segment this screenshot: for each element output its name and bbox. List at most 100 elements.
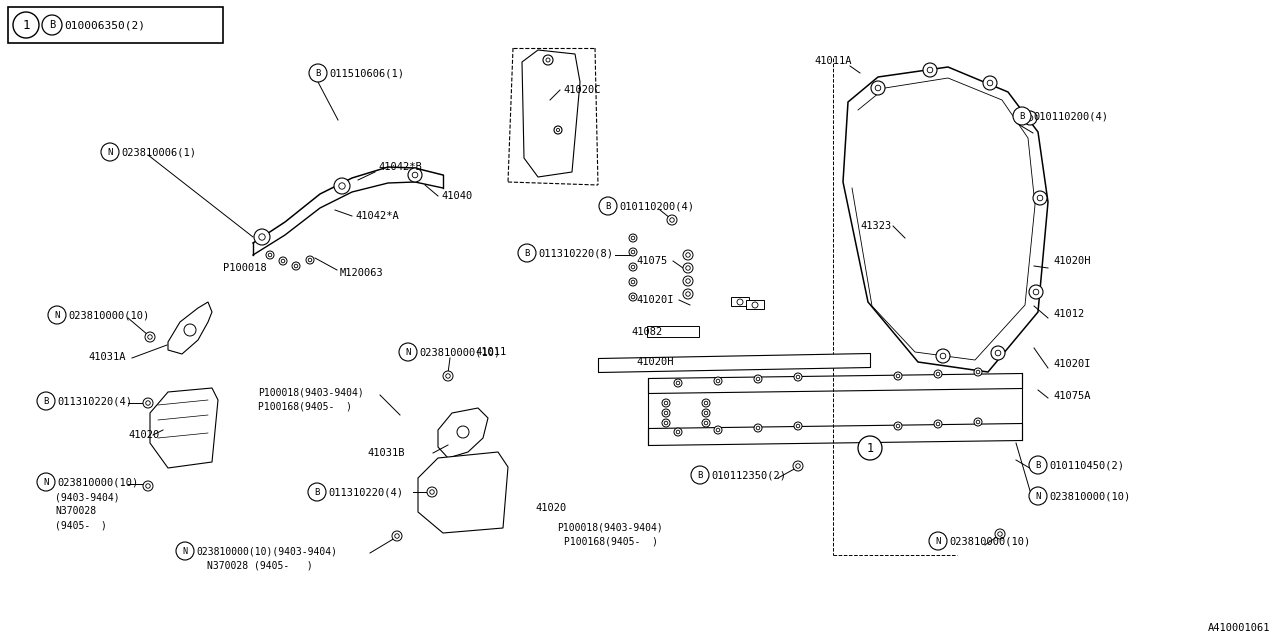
Circle shape — [936, 349, 950, 363]
Text: B: B — [49, 20, 55, 30]
Circle shape — [631, 250, 635, 254]
Circle shape — [412, 172, 417, 178]
Text: B: B — [698, 470, 703, 479]
Polygon shape — [438, 408, 488, 458]
Circle shape — [675, 428, 682, 436]
Text: 023810000(10): 023810000(10) — [1050, 491, 1130, 501]
Text: 41082: 41082 — [631, 327, 662, 337]
Text: (9405-: (9405- — [55, 520, 91, 530]
Circle shape — [177, 542, 195, 560]
Circle shape — [717, 428, 719, 432]
Text: 41323: 41323 — [860, 221, 891, 231]
Circle shape — [934, 420, 942, 428]
Circle shape — [876, 85, 881, 91]
Circle shape — [664, 412, 668, 415]
Circle shape — [143, 398, 154, 408]
Circle shape — [664, 421, 668, 425]
Text: 011310220(4): 011310220(4) — [58, 396, 132, 406]
Circle shape — [684, 276, 692, 286]
Circle shape — [308, 64, 326, 82]
Circle shape — [997, 532, 1002, 536]
Circle shape — [408, 168, 422, 182]
Circle shape — [306, 256, 314, 264]
Circle shape — [701, 399, 710, 407]
Circle shape — [684, 250, 692, 260]
Circle shape — [1033, 289, 1039, 295]
Circle shape — [428, 487, 436, 497]
Circle shape — [983, 76, 997, 90]
Circle shape — [308, 258, 312, 262]
Circle shape — [143, 481, 154, 491]
Circle shape — [974, 368, 982, 376]
Text: 010112350(2): 010112350(2) — [710, 470, 786, 480]
Circle shape — [37, 473, 55, 491]
Circle shape — [253, 229, 270, 245]
Text: 023810000(10): 023810000(10) — [948, 536, 1030, 546]
Text: 41020C: 41020C — [563, 85, 600, 95]
Text: 011310220(8): 011310220(8) — [538, 248, 613, 258]
Text: 41020: 41020 — [128, 430, 159, 440]
Polygon shape — [844, 67, 1048, 372]
Circle shape — [756, 426, 760, 430]
Circle shape — [394, 534, 399, 538]
Circle shape — [714, 426, 722, 434]
Text: 41020I: 41020I — [1053, 359, 1091, 369]
Circle shape — [631, 265, 635, 269]
Text: 41031B: 41031B — [367, 448, 404, 458]
Text: 41011: 41011 — [475, 347, 507, 357]
Circle shape — [893, 372, 902, 380]
Circle shape — [1029, 456, 1047, 474]
Text: 011310220(4): 011310220(4) — [328, 487, 403, 497]
Text: N: N — [1036, 492, 1041, 500]
Circle shape — [294, 264, 298, 268]
Circle shape — [392, 531, 402, 541]
Circle shape — [399, 343, 417, 361]
Text: 41075A: 41075A — [1053, 391, 1091, 401]
Bar — [646, 326, 699, 337]
Text: N370028: N370028 — [55, 506, 96, 516]
Text: 41020I: 41020I — [636, 295, 673, 305]
Circle shape — [430, 490, 434, 494]
Text: B: B — [525, 248, 530, 257]
Circle shape — [145, 332, 155, 342]
Text: P100018: P100018 — [223, 263, 266, 273]
Text: 023810000(10): 023810000(10) — [58, 477, 138, 487]
Circle shape — [896, 374, 900, 378]
Circle shape — [754, 375, 762, 383]
Text: 010006350(2): 010006350(2) — [64, 20, 145, 30]
Text: B: B — [315, 68, 321, 77]
Text: ): ) — [100, 520, 106, 530]
Circle shape — [184, 324, 196, 336]
Text: 023810000(10): 023810000(10) — [419, 347, 500, 357]
Text: 1: 1 — [22, 19, 29, 31]
Circle shape — [631, 295, 635, 299]
Circle shape — [457, 426, 468, 438]
Circle shape — [628, 263, 637, 271]
Circle shape — [934, 370, 942, 378]
Text: P100018(9403-9404): P100018(9403-9404) — [557, 522, 663, 532]
Circle shape — [37, 392, 55, 410]
Text: (9403-9404): (9403-9404) — [55, 492, 119, 502]
Text: 41075: 41075 — [636, 256, 667, 266]
Circle shape — [927, 67, 933, 73]
Circle shape — [794, 461, 803, 471]
Circle shape — [995, 529, 1005, 539]
Circle shape — [146, 401, 150, 405]
Circle shape — [1033, 191, 1047, 205]
Text: N: N — [54, 310, 60, 319]
Text: N: N — [936, 536, 941, 545]
Circle shape — [13, 12, 38, 38]
Polygon shape — [150, 388, 218, 468]
Text: 41011A: 41011A — [814, 56, 851, 66]
Circle shape — [662, 399, 669, 407]
Circle shape — [686, 266, 690, 270]
Text: 023810000(10)(9403-9404): 023810000(10)(9403-9404) — [196, 546, 337, 556]
Bar — [731, 297, 749, 306]
Circle shape — [684, 289, 692, 299]
Circle shape — [1029, 285, 1043, 299]
Circle shape — [1023, 111, 1037, 125]
Circle shape — [443, 371, 453, 381]
Circle shape — [667, 215, 677, 225]
Bar — [746, 300, 764, 309]
Circle shape — [858, 436, 882, 460]
